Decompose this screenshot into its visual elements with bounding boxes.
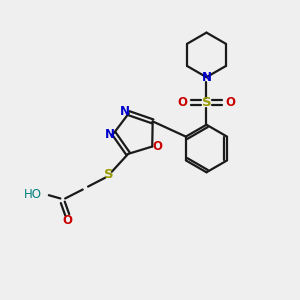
Text: O: O (153, 140, 163, 153)
Text: S: S (104, 168, 114, 181)
Text: O: O (177, 96, 187, 109)
Text: N: N (105, 128, 115, 141)
Text: N: N (202, 71, 212, 84)
Text: O: O (226, 96, 236, 109)
Text: N: N (120, 105, 130, 118)
Text: HO: HO (23, 188, 41, 201)
Text: S: S (202, 96, 211, 109)
Text: O: O (62, 214, 72, 227)
